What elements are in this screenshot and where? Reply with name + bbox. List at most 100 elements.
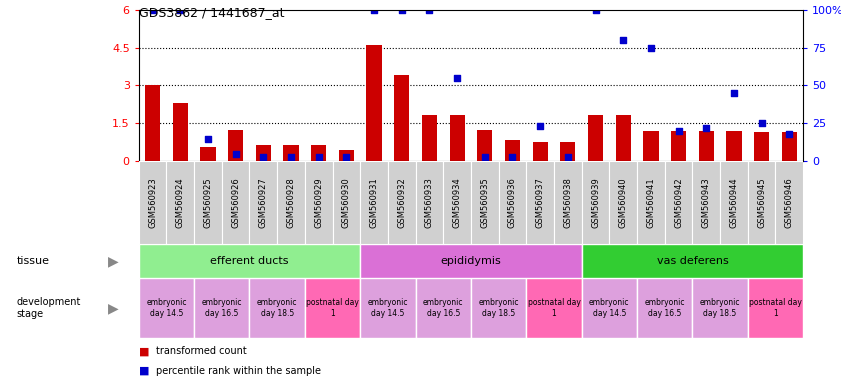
Point [201, 136, 214, 142]
Point [700, 125, 713, 131]
Bar [588, 114, 603, 161]
Bar [748, 278, 803, 338]
Bar [422, 114, 437, 161]
Bar [305, 161, 332, 244]
Bar [360, 244, 582, 278]
Bar [499, 161, 526, 244]
Bar [610, 161, 637, 244]
Point [368, 7, 381, 13]
Text: GSM560926: GSM560926 [231, 177, 241, 228]
Point [284, 154, 298, 160]
Bar [554, 161, 582, 244]
Bar [582, 278, 637, 338]
Point [257, 154, 270, 160]
Bar [283, 145, 299, 161]
Text: embryonic
day 18.5: embryonic day 18.5 [257, 298, 298, 318]
Point [672, 128, 685, 134]
Bar [360, 161, 388, 244]
Bar [582, 161, 610, 244]
Bar [172, 103, 188, 161]
Text: percentile rank within the sample: percentile rank within the sample [156, 366, 320, 376]
Bar [311, 145, 326, 161]
Point [229, 151, 242, 157]
Point [589, 7, 602, 13]
Text: postnatal day
1: postnatal day 1 [306, 298, 359, 318]
Text: GSM560938: GSM560938 [563, 177, 573, 228]
Bar [582, 244, 803, 278]
Text: GSM560946: GSM560946 [785, 177, 794, 228]
Text: GSM560939: GSM560939 [591, 177, 600, 228]
Text: postnatal day
1: postnatal day 1 [749, 298, 802, 318]
Text: GSM560924: GSM560924 [176, 177, 185, 228]
Bar [250, 278, 305, 338]
Bar [526, 278, 582, 338]
Text: embryonic
day 18.5: embryonic day 18.5 [479, 298, 519, 318]
Text: efferent ducts: efferent ducts [210, 256, 288, 266]
Bar [256, 145, 271, 161]
Text: embryonic
day 18.5: embryonic day 18.5 [700, 298, 740, 318]
Bar [278, 161, 305, 244]
Bar [775, 161, 803, 244]
Bar [250, 161, 278, 244]
Bar [367, 45, 382, 161]
Text: GSM560928: GSM560928 [287, 177, 295, 228]
Point [561, 154, 574, 160]
Bar [415, 161, 443, 244]
Point [340, 154, 353, 160]
Text: GSM560930: GSM560930 [342, 177, 351, 228]
Bar [471, 278, 526, 338]
Bar [526, 161, 554, 244]
Bar [139, 278, 194, 338]
Text: tissue: tissue [17, 256, 50, 266]
Point [312, 154, 325, 160]
Point [644, 45, 658, 51]
Point [727, 90, 741, 96]
Point [423, 7, 436, 13]
Bar [339, 150, 354, 161]
Bar [781, 132, 797, 161]
Text: GSM560935: GSM560935 [480, 177, 489, 228]
Bar [139, 161, 167, 244]
Point [755, 120, 769, 126]
Text: embryonic
day 16.5: embryonic day 16.5 [423, 298, 463, 318]
Bar [748, 161, 775, 244]
Text: postnatal day
1: postnatal day 1 [527, 298, 580, 318]
Bar [139, 244, 360, 278]
Text: ■: ■ [139, 346, 149, 356]
Point [505, 154, 519, 160]
Bar [449, 114, 465, 161]
Bar [394, 75, 410, 161]
Text: GSM560943: GSM560943 [701, 177, 711, 228]
Point [783, 131, 796, 137]
Bar [194, 278, 250, 338]
Text: GSM560925: GSM560925 [204, 177, 213, 228]
Text: GSM560940: GSM560940 [619, 177, 627, 228]
Bar [167, 161, 194, 244]
Text: embryonic
day 14.5: embryonic day 14.5 [368, 298, 408, 318]
Bar [637, 278, 692, 338]
Point [395, 7, 409, 13]
Bar [477, 130, 493, 161]
Text: GSM560936: GSM560936 [508, 177, 517, 228]
Bar [360, 278, 415, 338]
Bar [699, 131, 714, 161]
Point [173, 7, 187, 13]
Bar [720, 161, 748, 244]
Text: ▶: ▶ [108, 301, 119, 315]
Text: vas deferens: vas deferens [657, 256, 728, 266]
Text: embryonic
day 16.5: embryonic day 16.5 [202, 298, 242, 318]
Text: GSM560941: GSM560941 [647, 177, 655, 228]
Bar [194, 161, 222, 244]
Text: GSM560923: GSM560923 [148, 177, 157, 228]
Text: GSM560927: GSM560927 [259, 177, 267, 228]
Text: embryonic
day 14.5: embryonic day 14.5 [146, 298, 187, 318]
Point [478, 154, 491, 160]
Text: embryonic
day 14.5: embryonic day 14.5 [590, 298, 630, 318]
Text: GSM560944: GSM560944 [729, 177, 738, 228]
Text: GSM560934: GSM560934 [452, 177, 462, 228]
Bar [616, 114, 631, 161]
Bar [671, 131, 686, 161]
Bar [692, 278, 748, 338]
Point [145, 7, 159, 13]
Bar [145, 86, 161, 161]
